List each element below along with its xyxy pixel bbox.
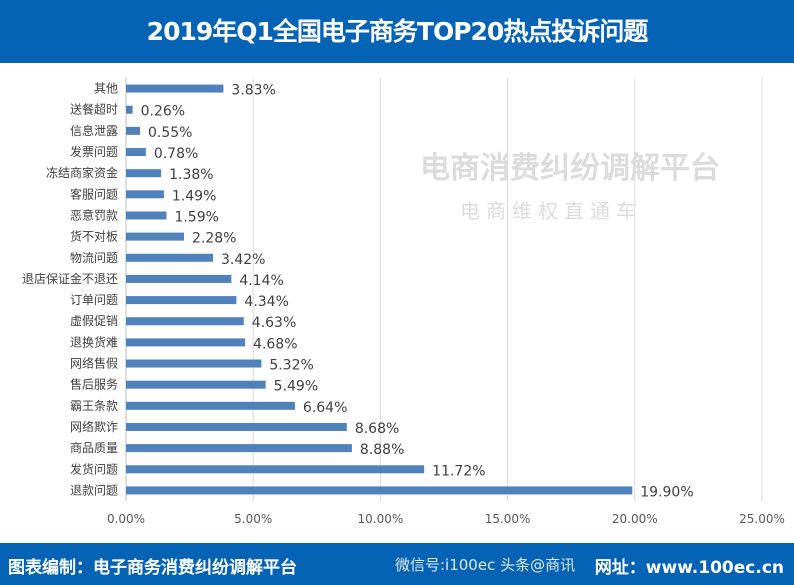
y-category-label: 信息泄露 bbox=[70, 123, 118, 138]
y-category-label: 退换货难 bbox=[70, 334, 118, 349]
y-category-label: 虚假促销 bbox=[70, 314, 118, 328]
bar bbox=[126, 444, 352, 453]
watermark-subtext: 电商维权直通车 bbox=[460, 199, 642, 223]
bar bbox=[126, 422, 347, 431]
data-label: 1.49% bbox=[172, 188, 216, 204]
bar bbox=[126, 148, 146, 157]
y-category-label: 网络欺诈 bbox=[70, 419, 118, 434]
x-tick-label: 25.00% bbox=[739, 512, 785, 526]
watermark-text: 电商消费纠纷调解平台 bbox=[420, 151, 720, 186]
y-category-label: 发货问题 bbox=[70, 461, 118, 476]
x-tick-label: 15.00% bbox=[485, 512, 531, 526]
bar bbox=[126, 84, 224, 93]
bar bbox=[126, 317, 244, 326]
bar bbox=[126, 274, 232, 283]
footer-credit: 图表编制：电子商务消费纠纷调解平台 bbox=[8, 558, 297, 578]
y-category-label: 网络售假 bbox=[70, 356, 118, 371]
bar bbox=[126, 169, 162, 178]
x-tick-label: 10.00% bbox=[358, 512, 404, 526]
y-category-label: 物流问题 bbox=[70, 251, 118, 265]
data-label: 5.49% bbox=[274, 379, 318, 395]
y-category-label: 其他 bbox=[94, 82, 118, 96]
bar bbox=[126, 105, 133, 114]
footer-website: 网址：www.100ec.cn bbox=[594, 558, 784, 578]
data-label: 5.32% bbox=[269, 358, 313, 374]
y-category-label: 订单问题 bbox=[70, 293, 118, 307]
bar bbox=[126, 465, 425, 474]
data-label: 11.72% bbox=[432, 463, 485, 479]
data-label: 0.78% bbox=[154, 146, 198, 162]
data-label: 4.34% bbox=[244, 294, 288, 310]
bar bbox=[126, 296, 237, 305]
bar bbox=[126, 232, 185, 241]
data-label: 3.42% bbox=[221, 252, 265, 268]
y-category-label: 退店保证金不退还 bbox=[22, 271, 118, 286]
bar bbox=[126, 338, 246, 347]
data-label: 8.88% bbox=[360, 442, 404, 458]
data-label: 4.14% bbox=[239, 273, 283, 289]
y-category-label: 送餐超时 bbox=[70, 102, 118, 117]
bar bbox=[126, 190, 164, 199]
x-tick-label: 0.00% bbox=[107, 512, 145, 526]
social-watermark: 微信号:i100ec 头条@商讯 bbox=[395, 556, 576, 574]
data-label: 1.38% bbox=[169, 167, 213, 183]
bar bbox=[126, 486, 633, 495]
bar bbox=[126, 211, 167, 220]
data-label: 4.68% bbox=[253, 336, 297, 352]
bar bbox=[126, 359, 262, 368]
data-label: 19.90% bbox=[640, 484, 693, 500]
data-label: 0.55% bbox=[148, 125, 192, 141]
y-category-label: 售后服务 bbox=[70, 377, 118, 392]
data-label: 0.26% bbox=[141, 104, 185, 120]
x-tick-label: 20.00% bbox=[612, 512, 658, 526]
bar bbox=[126, 253, 214, 262]
data-label: 2.28% bbox=[192, 231, 236, 247]
y-category-label: 退款问题 bbox=[70, 483, 118, 497]
y-category-label: 货不对板 bbox=[70, 229, 118, 244]
footer: 图表编制：电子商务消费纠纷调解平台 网址：www.100ec.cn bbox=[0, 543, 794, 585]
y-category-label: 发票问题 bbox=[70, 144, 118, 159]
data-label: 8.68% bbox=[355, 421, 399, 437]
data-label: 3.83% bbox=[231, 83, 275, 99]
data-label: 1.59% bbox=[174, 209, 218, 225]
y-category-label: 霸王条款 bbox=[70, 399, 118, 413]
y-category-label: 恶意罚款 bbox=[70, 207, 118, 222]
bar bbox=[126, 126, 140, 135]
data-label: 4.63% bbox=[252, 315, 296, 331]
bar bbox=[126, 401, 295, 410]
y-category-label: 客服问题 bbox=[70, 186, 118, 201]
x-tick-label: 5.00% bbox=[234, 512, 272, 526]
y-category-label: 商品质量 bbox=[70, 440, 118, 455]
y-category-label: 冻结商家资金 bbox=[46, 165, 118, 180]
chart-title: 2019年Q1全国电子商务TOP20热点投诉问题 bbox=[0, 0, 794, 63]
bar bbox=[126, 380, 266, 389]
data-label: 6.64% bbox=[303, 400, 347, 416]
